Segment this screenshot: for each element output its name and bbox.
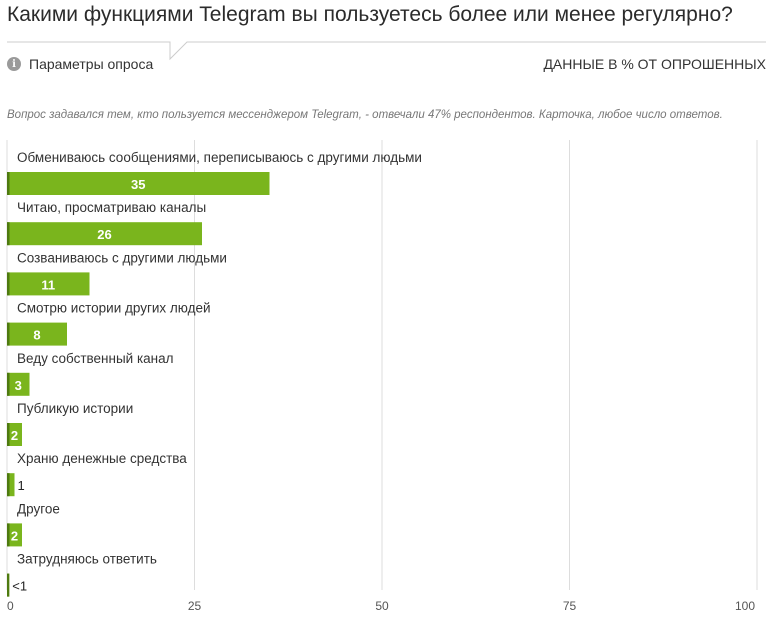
bar-category-label: Веду собственный канал bbox=[17, 351, 174, 366]
bar-edge bbox=[7, 573, 10, 597]
bar bbox=[7, 272, 90, 296]
bar-value-label: 26 bbox=[97, 227, 111, 242]
bar-chart: 0 25 50 75 100 Обмениваюсь сообщениями, переп… bbox=[6, 140, 758, 613]
chart-title: Какими функциями Telegram вы пользуетесь… bbox=[7, 3, 733, 26]
bar-edge bbox=[7, 473, 10, 497]
bar-edge bbox=[7, 222, 10, 246]
bar bbox=[7, 222, 202, 246]
bar bbox=[7, 172, 270, 195]
header-divider bbox=[0, 37, 771, 77]
bar bbox=[7, 523, 22, 547]
bar bbox=[7, 372, 30, 396]
survey-params-toggle[interactable]: i Параметры опроса bbox=[7, 56, 153, 72]
bar-value-label: <1 bbox=[12, 579, 27, 594]
x-tick-label: 75 bbox=[563, 599, 577, 613]
bar-value-label: 35 bbox=[131, 177, 145, 192]
bar-category-label: Храню денежные средства bbox=[17, 451, 187, 466]
bar bbox=[7, 473, 15, 497]
x-tick-label: 50 bbox=[375, 599, 389, 613]
bar-edge bbox=[7, 172, 10, 195]
bar-value-label: 1 bbox=[18, 478, 25, 493]
bar-value-label: 11 bbox=[41, 277, 55, 292]
x-tick-label: 100 bbox=[735, 599, 755, 613]
x-tick-label: 0 bbox=[7, 599, 14, 613]
bar-value-label: 2 bbox=[11, 528, 18, 543]
bar-edge bbox=[7, 372, 10, 396]
bar-value-label: 2 bbox=[11, 428, 18, 443]
bar bbox=[7, 322, 67, 346]
bar-category-label: Другое bbox=[17, 501, 60, 516]
bar-category-label: Публикую истории bbox=[17, 401, 133, 416]
x-tick-label: 25 bbox=[188, 599, 202, 613]
survey-params-label: Параметры опроса bbox=[29, 56, 154, 72]
bar-category-label: Обмениваюсь сообщениями, переписываюсь с… bbox=[17, 150, 422, 165]
bar-edge bbox=[7, 523, 10, 547]
bar-category-label: Созваниваюсь с другими людьми bbox=[17, 250, 227, 265]
bar-value-label: 3 bbox=[15, 378, 22, 393]
bar-category-label: Читаю, просматриваю каналы bbox=[17, 200, 206, 215]
bar-edge bbox=[7, 272, 10, 296]
info-icon: i bbox=[7, 57, 21, 71]
bar-edge bbox=[7, 322, 10, 346]
units-label: ДАННЫЕ В % ОТ ОПРОШЕННЫХ bbox=[543, 56, 766, 72]
bar-edge bbox=[7, 423, 10, 446]
bar-category-label: Смотрю истории других людей bbox=[17, 301, 211, 316]
survey-note: Вопрос задавался тем, кто пользуется мес… bbox=[7, 109, 723, 121]
bar-value-label: 8 bbox=[33, 328, 40, 343]
bar bbox=[7, 423, 22, 446]
bar-category-label: Затрудняюсь ответить bbox=[17, 552, 157, 567]
